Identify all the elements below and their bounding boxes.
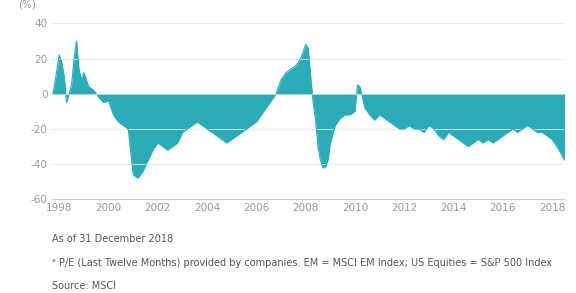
Text: Source: MSCI: Source: MSCI <box>52 281 116 291</box>
Text: ᵃ P/E (Last Twelve Months) provided by companies. EM = MSCI EM Index; US Equitie: ᵃ P/E (Last Twelve Months) provided by c… <box>52 258 552 268</box>
Text: (%): (%) <box>18 0 36 9</box>
Text: As of 31 December 2018: As of 31 December 2018 <box>52 234 173 244</box>
